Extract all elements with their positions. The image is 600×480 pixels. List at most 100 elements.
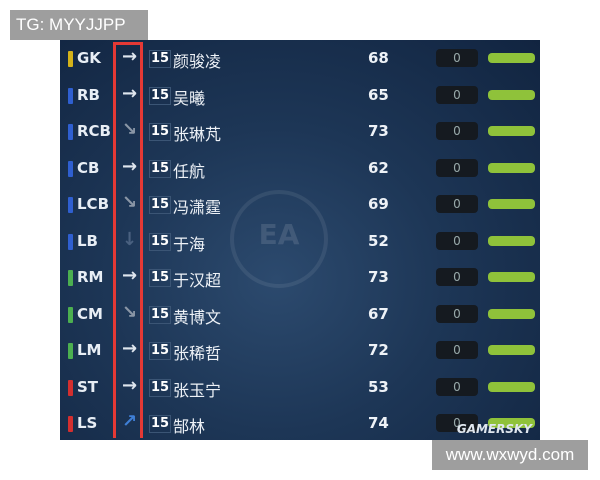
player-name: 张稀哲 bbox=[173, 344, 222, 363]
player-row[interactable]: CB → 15 任航 62 0 bbox=[60, 154, 540, 184]
position-color-bar bbox=[68, 160, 73, 177]
position-label: GK bbox=[77, 49, 101, 67]
position-color-bar bbox=[68, 87, 73, 104]
fitness-bar bbox=[488, 381, 535, 392]
form-arrow-icon: → bbox=[122, 82, 138, 104]
player-row[interactable]: LM → 15 张稀哲 72 0 bbox=[60, 336, 540, 366]
value-box: 0 bbox=[436, 49, 478, 67]
player-name: 于海 bbox=[173, 234, 206, 254]
player-name: 黄博文 bbox=[173, 307, 222, 327]
shirt-number: 15 bbox=[149, 159, 172, 178]
form-arrow-icon: → bbox=[122, 155, 138, 177]
player-row[interactable]: LS ↗ 15 郜林 74 0 bbox=[60, 409, 540, 439]
player-row[interactable]: RB → 15 吴曦 65 0 bbox=[60, 81, 540, 111]
player-name: 张琳芃 bbox=[173, 125, 222, 144]
watermark-top: TG: MYYJJPP bbox=[10, 10, 148, 40]
player-rating: 52 bbox=[368, 231, 389, 250]
watermark-bottom: www.wxwyd.com bbox=[432, 440, 588, 470]
form-arrow-icon: ↗ bbox=[122, 411, 138, 432]
position-color-bar bbox=[68, 416, 73, 432]
player-rating: 73 bbox=[368, 268, 389, 286]
position-label: LCB bbox=[77, 195, 109, 213]
player-name: 张玉宁 bbox=[173, 380, 222, 400]
fitness-bar bbox=[488, 126, 535, 136]
position-label: CM bbox=[77, 304, 103, 323]
form-arrow-icon: ↓ bbox=[122, 228, 138, 250]
position-label: LB bbox=[77, 231, 98, 250]
player-rating: 53 bbox=[368, 377, 389, 396]
highlight-box bbox=[113, 42, 143, 438]
player-rating: 69 bbox=[368, 195, 389, 213]
position-color-bar bbox=[68, 124, 73, 140]
fitness-bar bbox=[488, 272, 535, 282]
fitness-bar bbox=[488, 345, 535, 355]
player-name: 于汉超 bbox=[173, 271, 222, 290]
player-name: 冯潇霆 bbox=[173, 198, 222, 217]
shirt-number: 15 bbox=[149, 123, 172, 141]
fitness-bar bbox=[488, 89, 535, 100]
value-box: 0 bbox=[436, 414, 478, 432]
player-row[interactable]: GK → 15 颜骏凌 68 0 bbox=[60, 44, 540, 74]
player-rating: 68 bbox=[368, 49, 389, 67]
position-color-bar bbox=[68, 51, 73, 67]
value-box: 0 bbox=[436, 231, 478, 250]
form-arrow-icon: → bbox=[122, 338, 138, 359]
player-rating: 74 bbox=[368, 414, 389, 432]
shirt-number: 15 bbox=[149, 50, 172, 68]
ea-sports-logo: EA bbox=[230, 190, 328, 288]
value-box: 0 bbox=[436, 377, 478, 396]
shirt-number: 15 bbox=[149, 342, 172, 360]
value-box: 0 bbox=[436, 304, 478, 323]
fitness-bar bbox=[488, 162, 535, 173]
player-name: 吴曦 bbox=[173, 88, 206, 108]
fitness-bar bbox=[488, 53, 535, 63]
shirt-number: 15 bbox=[149, 196, 172, 214]
position-label: LS bbox=[77, 414, 98, 432]
gamersky-logo: GAMERSKY bbox=[456, 422, 532, 436]
form-arrow-icon: → bbox=[122, 374, 138, 396]
shirt-number: 15 bbox=[149, 269, 172, 287]
lineup-panel: EA GK → 15 颜骏凌 68 0 RB → 15 吴曦 65 0 RCB … bbox=[60, 40, 540, 440]
form-arrow-icon: → bbox=[122, 46, 138, 67]
position-label: RCB bbox=[77, 122, 111, 140]
position-color-bar bbox=[68, 343, 73, 359]
player-row[interactable]: ST → 15 张玉宁 53 0 bbox=[60, 373, 540, 403]
position-label: LM bbox=[77, 341, 102, 359]
position-color-bar bbox=[68, 379, 73, 396]
form-arrow-icon: ↘ bbox=[122, 301, 138, 323]
player-name: 任航 bbox=[173, 161, 206, 181]
fitness-bar bbox=[488, 308, 535, 319]
shirt-number: 15 bbox=[149, 378, 172, 397]
fitness-bar bbox=[488, 418, 535, 428]
shirt-number: 15 bbox=[149, 415, 172, 433]
shirt-number: 15 bbox=[149, 86, 172, 105]
player-rating: 65 bbox=[368, 85, 389, 104]
player-rating: 67 bbox=[368, 304, 389, 323]
position-color-bar bbox=[68, 306, 73, 323]
fitness-bar bbox=[488, 199, 535, 209]
form-arrow-icon: ↘ bbox=[122, 192, 138, 213]
value-box: 0 bbox=[436, 122, 478, 140]
player-rating: 72 bbox=[368, 341, 389, 359]
player-row[interactable]: RM → 15 于汉超 73 0 bbox=[60, 263, 540, 293]
position-color-bar bbox=[68, 197, 73, 213]
value-box: 0 bbox=[436, 268, 478, 286]
value-box: 0 bbox=[436, 85, 478, 104]
player-rating: 62 bbox=[368, 158, 389, 177]
position-color-bar bbox=[68, 270, 73, 286]
form-arrow-icon: → bbox=[122, 265, 138, 286]
shirt-number: 15 bbox=[149, 305, 172, 324]
player-row[interactable]: LB ↓ 15 于海 52 0 bbox=[60, 227, 540, 257]
form-arrow-icon: ↘ bbox=[122, 119, 138, 140]
shirt-number: 15 bbox=[149, 232, 172, 251]
value-box: 0 bbox=[436, 195, 478, 213]
value-box: 0 bbox=[436, 158, 478, 177]
position-color-bar bbox=[68, 233, 73, 250]
player-row[interactable]: CM ↘ 15 黄博文 67 0 bbox=[60, 300, 540, 330]
value-box: 0 bbox=[436, 341, 478, 359]
player-row[interactable]: RCB ↘ 15 张琳芃 73 0 bbox=[60, 117, 540, 147]
position-label: RB bbox=[77, 85, 100, 104]
player-row[interactable]: LCB ↘ 15 冯潇霆 69 0 bbox=[60, 190, 540, 220]
position-label: ST bbox=[77, 377, 99, 396]
fitness-bar bbox=[488, 235, 535, 246]
